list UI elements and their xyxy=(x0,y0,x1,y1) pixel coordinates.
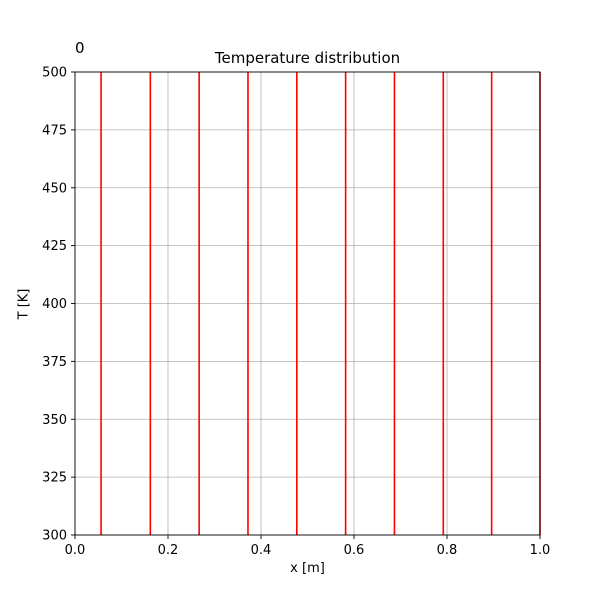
y-tick-label: 475 xyxy=(42,123,67,138)
x-tick-label: 0.8 xyxy=(437,543,458,558)
chart-title: Temperature distribution xyxy=(214,49,401,67)
y-tick-label: 325 xyxy=(42,471,67,486)
y-tick-label: 375 xyxy=(42,355,67,370)
y-tick-label: 425 xyxy=(42,239,67,254)
x-tick-label: 1.0 xyxy=(530,543,551,558)
x-axis-label: x [m] xyxy=(290,561,325,576)
x-tick-label: 0.2 xyxy=(158,543,179,558)
x-tick-label: 0.4 xyxy=(251,543,272,558)
x-tick-label: 0.0 xyxy=(65,543,86,558)
y-tick-label: 400 xyxy=(42,297,67,312)
y-tick-label: 450 xyxy=(42,181,67,196)
y-tick-label: 500 xyxy=(42,66,67,81)
y-axis-label: T [K] xyxy=(16,288,32,320)
x-tick-label: 0.6 xyxy=(344,543,365,558)
corner-label: 0 xyxy=(75,39,85,57)
y-tick-label: 300 xyxy=(42,529,67,544)
y-tick-label: 350 xyxy=(42,413,67,428)
